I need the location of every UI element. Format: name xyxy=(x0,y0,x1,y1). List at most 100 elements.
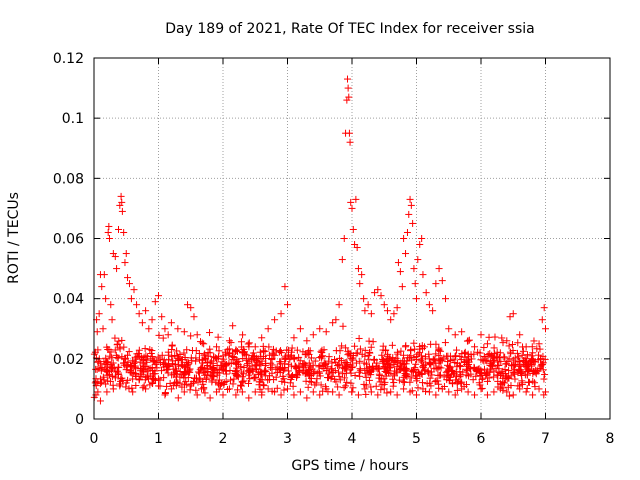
data-point xyxy=(403,228,411,236)
data-point xyxy=(409,219,417,227)
data-point xyxy=(377,292,385,300)
data-point xyxy=(174,325,182,333)
data-point xyxy=(132,371,140,379)
data-point xyxy=(215,347,223,355)
data-point xyxy=(252,366,260,374)
data-point xyxy=(396,268,404,276)
data-point xyxy=(209,363,217,371)
data-point xyxy=(366,348,374,356)
data-point xyxy=(102,295,110,303)
data-point xyxy=(214,380,222,388)
data-point xyxy=(104,228,112,236)
data-point xyxy=(379,357,387,365)
data-point xyxy=(470,363,478,371)
data-point xyxy=(338,256,346,264)
data-point xyxy=(541,371,549,379)
data-point xyxy=(239,331,247,339)
data-point xyxy=(281,283,289,291)
data-point xyxy=(494,354,502,362)
data-point xyxy=(107,301,115,309)
data-point xyxy=(304,383,312,391)
data-point xyxy=(536,345,544,353)
data-point xyxy=(192,354,200,362)
data-point xyxy=(529,377,537,385)
data-point xyxy=(120,343,128,351)
data-point xyxy=(130,286,138,294)
data-point xyxy=(445,362,453,370)
data-point xyxy=(471,391,479,399)
data-point xyxy=(361,352,369,360)
data-point xyxy=(113,341,121,349)
data-point xyxy=(237,338,245,346)
data-point xyxy=(180,328,188,336)
data-point xyxy=(356,357,364,365)
data-point xyxy=(380,301,388,309)
data-point xyxy=(429,356,437,364)
data-point xyxy=(344,84,352,92)
data-point xyxy=(316,325,324,333)
data-point xyxy=(540,304,548,312)
data-point xyxy=(355,334,363,342)
data-point xyxy=(229,353,237,361)
data-point xyxy=(117,375,125,383)
data-point xyxy=(361,307,369,315)
data-point xyxy=(125,280,133,288)
data-point xyxy=(522,388,530,396)
data-point xyxy=(118,374,126,382)
data-point xyxy=(430,365,438,373)
data-point xyxy=(238,382,246,390)
data-point xyxy=(113,367,121,375)
data-point xyxy=(219,391,227,399)
data-point xyxy=(483,391,491,399)
data-point xyxy=(366,368,374,376)
y-tick-label: 0.12 xyxy=(53,51,84,67)
chart-title: Day 189 of 2021, Rate Of TEC Index for r… xyxy=(165,21,534,37)
data-point xyxy=(303,337,311,345)
data-point xyxy=(483,377,491,385)
data-point xyxy=(266,351,274,359)
data-point xyxy=(494,383,502,391)
data-point xyxy=(393,391,401,399)
data-point xyxy=(307,378,315,386)
data-point xyxy=(432,391,440,399)
data-point xyxy=(387,316,395,324)
data-point xyxy=(291,363,299,371)
data-point xyxy=(516,357,524,365)
data-point xyxy=(246,366,254,374)
data-point xyxy=(347,198,355,206)
x-tick-label: 1 xyxy=(154,431,163,447)
data-point xyxy=(349,363,357,371)
data-point xyxy=(264,385,272,393)
data-point xyxy=(389,375,397,383)
data-point xyxy=(345,129,353,137)
data-point xyxy=(281,354,289,362)
data-point xyxy=(453,386,461,394)
data-point xyxy=(356,345,364,353)
data-point xyxy=(400,385,408,393)
data-point xyxy=(123,362,131,370)
data-point xyxy=(199,359,207,367)
data-point xyxy=(303,394,311,402)
data-point xyxy=(389,354,397,362)
data-point xyxy=(519,343,527,351)
data-point xyxy=(241,350,249,358)
data-point xyxy=(122,250,130,258)
data-point xyxy=(377,386,385,394)
data-point xyxy=(453,346,461,354)
data-point xyxy=(239,345,247,353)
data-point xyxy=(478,384,486,392)
data-point xyxy=(234,386,242,394)
data-point xyxy=(449,367,457,375)
data-point xyxy=(238,368,246,376)
data-point xyxy=(109,250,117,258)
data-point xyxy=(524,378,532,386)
data-point xyxy=(299,360,307,368)
data-point xyxy=(316,372,324,380)
data-point xyxy=(445,325,453,333)
data-point xyxy=(129,375,137,383)
data-point xyxy=(244,340,252,348)
data-point xyxy=(347,350,355,358)
data-point xyxy=(309,361,317,369)
data-point xyxy=(418,358,426,366)
x-tick-label: 0 xyxy=(90,431,99,447)
